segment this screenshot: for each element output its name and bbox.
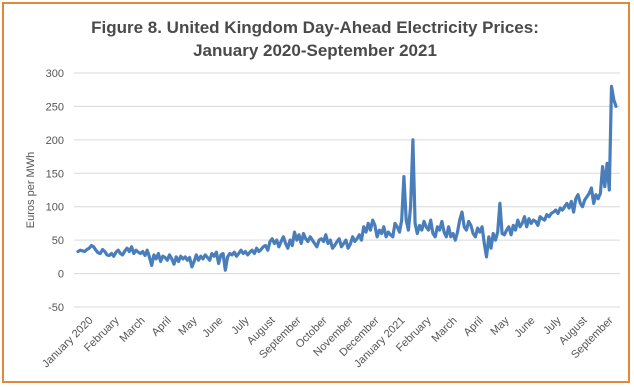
chart-frame (2, 2, 630, 383)
x-tick-label: June (200, 315, 225, 340)
x-tick-label: April (462, 315, 486, 339)
y-tick-labels: -50 0 50 100 150 200 250 300 (46, 68, 64, 314)
y-tick-label: -50 (48, 302, 64, 314)
x-tick-label: May (176, 314, 200, 338)
chart-title-line1: Figure 8. United Kingdom Day-Ahead Elect… (91, 18, 539, 37)
x-tick-label: April (150, 315, 174, 339)
y-tick-label: 0 (58, 269, 64, 281)
y-tick-label: 250 (46, 101, 64, 113)
x-tick-label: May (488, 314, 512, 338)
chart-title: Figure 8. United Kingdom Day-Ahead Elect… (0, 16, 630, 62)
y-tick-label: 150 (46, 168, 64, 180)
x-tick-label: March (430, 315, 460, 345)
y-tick-label: 50 (52, 235, 64, 247)
y-tick-label: 300 (46, 68, 64, 80)
gridlines (74, 72, 620, 308)
y-axis-label: Euros per MWh (25, 152, 37, 228)
y-tick-label: 200 (46, 135, 64, 147)
y-tick-label: 100 (46, 202, 64, 214)
x-tick-label: June (512, 315, 537, 340)
chart-title-line2: January 2020-September 2021 (193, 41, 437, 60)
x-tick-label: March (118, 315, 148, 345)
series-line (76, 84, 618, 272)
x-tick-label: July (229, 314, 252, 337)
x-tick-label: July (541, 314, 564, 337)
